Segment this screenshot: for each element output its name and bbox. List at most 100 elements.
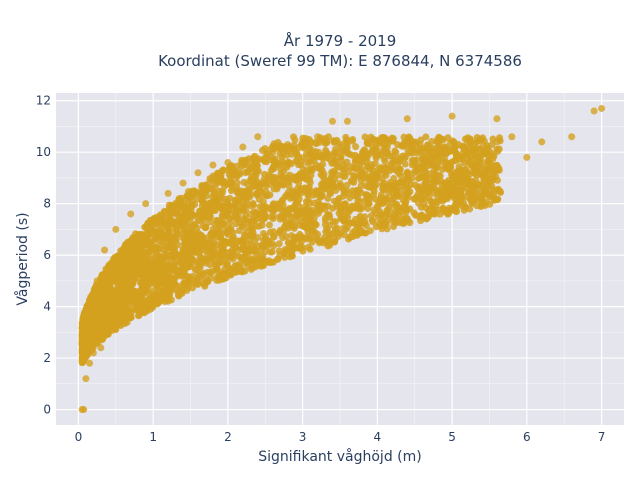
data-point: [363, 191, 371, 199]
data-point: [454, 152, 462, 160]
data-point: [101, 246, 109, 254]
data-point: [300, 144, 308, 152]
data-point: [398, 204, 406, 212]
data-point: [123, 264, 131, 272]
data-point: [420, 200, 428, 208]
data-point: [122, 240, 130, 248]
data-point: [173, 230, 181, 238]
data-point: [485, 158, 493, 166]
data-point: [241, 246, 249, 254]
data-point: [98, 310, 106, 318]
data-point: [415, 185, 423, 193]
data-point: [107, 291, 115, 299]
data-point: [317, 165, 325, 173]
data-point: [112, 225, 120, 233]
data-point: [217, 241, 225, 249]
data-point: [288, 249, 296, 257]
data-point: [328, 172, 336, 180]
data-point: [486, 152, 494, 160]
data-point: [455, 163, 463, 171]
data-point: [473, 189, 481, 197]
data-point: [431, 170, 439, 178]
data-point: [294, 184, 302, 192]
data-point: [331, 236, 339, 244]
data-point: [240, 253, 248, 261]
data-point: [220, 177, 228, 185]
data-point: [233, 162, 241, 170]
data-point: [125, 313, 133, 321]
data-point: [270, 145, 278, 153]
data-point: [488, 141, 496, 149]
data-point: [460, 144, 468, 152]
data-point: [207, 246, 215, 254]
data-point: [339, 224, 347, 232]
data-point: [339, 172, 347, 180]
data-point: [334, 196, 342, 204]
data-point: [445, 146, 453, 154]
data-point: [412, 211, 420, 219]
data-point: [226, 164, 234, 172]
data-point: [379, 165, 387, 173]
data-point: [393, 190, 401, 198]
data-point: [277, 170, 285, 178]
y-tick-label: 0: [43, 403, 51, 417]
data-point: [436, 134, 444, 142]
data-point: [166, 216, 174, 224]
data-point: [213, 194, 221, 202]
data-point: [340, 231, 348, 239]
data-point: [396, 179, 404, 187]
data-point: [372, 195, 380, 203]
data-point: [330, 229, 338, 237]
data-point: [251, 238, 259, 246]
data-point: [457, 174, 465, 182]
data-point: [361, 146, 369, 154]
data-point: [341, 216, 349, 224]
data-point: [352, 202, 360, 210]
data-point: [100, 289, 108, 297]
data-point: [523, 153, 531, 161]
data-point: [316, 205, 324, 213]
data-point: [253, 222, 261, 230]
data-point: [164, 265, 172, 273]
data-point: [284, 176, 292, 184]
data-point: [162, 272, 170, 280]
x-axis-label: Signifikant våghöjd (m): [258, 448, 421, 465]
data-point: [218, 212, 226, 220]
data-point: [229, 184, 237, 192]
data-point: [406, 188, 414, 196]
data-point: [142, 200, 150, 208]
y-tick-labels: 0 2 4 6 8 10 12: [36, 94, 51, 417]
data-point: [291, 176, 299, 184]
data-point: [423, 214, 431, 222]
data-point: [431, 207, 439, 215]
data-point: [233, 214, 241, 222]
data-point: [268, 166, 276, 174]
data-point: [80, 406, 88, 414]
data-point: [181, 255, 189, 263]
data-point: [308, 167, 316, 175]
data-point: [263, 192, 271, 200]
data-point: [373, 170, 381, 178]
data-point: [466, 188, 474, 196]
data-point: [382, 171, 390, 179]
data-point: [493, 162, 501, 170]
x-tick-labels: 0 1 2 3 4 5 6 7: [75, 430, 606, 444]
y-tick-label: 2: [43, 351, 51, 365]
data-point: [180, 217, 188, 225]
data-point: [403, 115, 411, 123]
data-point: [271, 155, 279, 163]
data-point: [410, 156, 418, 164]
data-point: [286, 194, 294, 202]
data-point: [406, 219, 414, 227]
data-point: [330, 149, 338, 157]
data-point: [408, 144, 416, 152]
data-point: [445, 162, 453, 170]
data-point: [178, 194, 186, 202]
data-point: [311, 232, 319, 240]
data-point: [212, 216, 220, 224]
data-point: [401, 160, 409, 168]
data-point: [373, 202, 381, 210]
data-point: [357, 171, 365, 179]
data-point: [508, 133, 516, 141]
data-point: [249, 201, 257, 209]
